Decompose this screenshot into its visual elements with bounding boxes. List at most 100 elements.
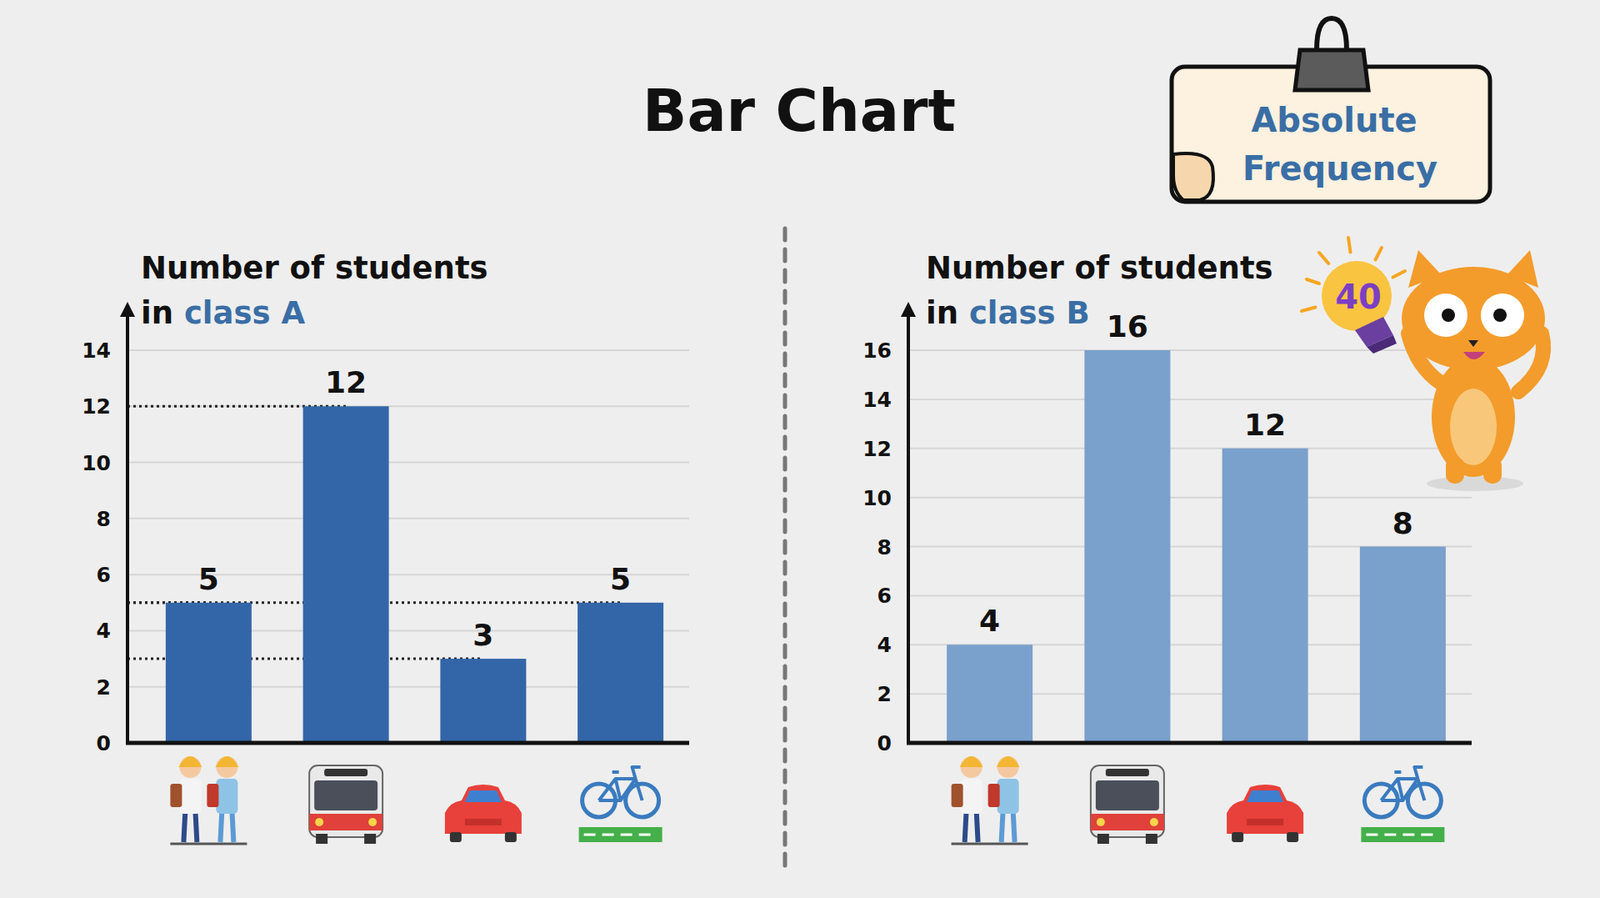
- wheel: [1231, 831, 1244, 842]
- data-label: 12: [1244, 407, 1286, 442]
- hair: [178, 755, 202, 767]
- category-icon: [309, 765, 383, 844]
- y-tick-label: 16: [862, 338, 892, 363]
- grid-line: [908, 398, 1472, 400]
- category-icon: [1090, 765, 1165, 844]
- body: [179, 778, 201, 814]
- cat-head: [1401, 266, 1545, 370]
- road-line: [584, 833, 658, 836]
- chart: Number of students in class A02468101214…: [81, 250, 690, 844]
- bar: [440, 658, 526, 743]
- wheel: [1145, 833, 1158, 844]
- body: [215, 778, 238, 814]
- wheel: [1286, 831, 1299, 842]
- category-icon: [579, 766, 663, 842]
- clip-body: [1295, 50, 1369, 90]
- bus-body: [1090, 765, 1165, 837]
- wheel: [364, 833, 376, 844]
- grid-line: [908, 496, 1472, 499]
- title-line: in: [925, 295, 970, 331]
- note-word: Absolute: [1250, 100, 1429, 140]
- y-tick-label: 4: [877, 632, 892, 657]
- leg: [1001, 810, 1004, 842]
- bulb-ray: [1348, 237, 1351, 253]
- frame: [1380, 766, 1425, 800]
- bag: [988, 783, 1000, 807]
- grille: [465, 818, 502, 825]
- bar: [165, 602, 252, 743]
- cat-eye: [1424, 293, 1468, 337]
- wheel: [450, 831, 462, 842]
- leg: [220, 810, 222, 842]
- bar: [577, 602, 664, 743]
- chart-title: Number of students in class A: [140, 250, 500, 331]
- y-axis: [906, 310, 910, 743]
- chart-title: Number of students in class B: [925, 250, 1285, 331]
- plot-marks: [946, 350, 1446, 743]
- x-axis: [125, 740, 690, 745]
- road: [579, 826, 663, 842]
- head: [997, 755, 1020, 778]
- hair: [960, 755, 984, 767]
- bulb-ray: [1375, 247, 1383, 260]
- data-label: 5: [610, 561, 631, 596]
- bar: [1084, 350, 1170, 743]
- cat-eye: [1480, 293, 1525, 337]
- light: [1150, 817, 1159, 826]
- y-tick-label: 2: [877, 681, 892, 706]
- grid-line: [127, 405, 690, 407]
- light: [315, 817, 324, 826]
- cat-leg: [1483, 456, 1502, 484]
- ground: [170, 842, 247, 845]
- y-tick-label: 0: [877, 730, 892, 755]
- bus-band: [1090, 813, 1165, 830]
- leg: [965, 810, 967, 842]
- bar: [1360, 546, 1446, 744]
- light: [368, 817, 377, 826]
- title-highlight: class B: [969, 295, 1090, 331]
- clip-handle: [1316, 18, 1347, 50]
- bar: [303, 405, 390, 743]
- bulb-ray: [1319, 252, 1329, 264]
- y-tick-label: 14: [81, 338, 111, 363]
- head: [179, 755, 201, 778]
- bus-window: [314, 780, 378, 810]
- grid-line: [908, 447, 1472, 450]
- grid-line: [127, 461, 690, 464]
- y-tick-label: 6: [877, 583, 892, 608]
- background: [0, 0, 1600, 898]
- data-label: 3: [472, 617, 494, 652]
- note-text: Absolute Frequency: [1242, 100, 1438, 188]
- data-label: 5: [198, 561, 220, 596]
- hair: [996, 755, 1020, 767]
- car-window: [1246, 790, 1284, 802]
- page-title: Bar Chart: [642, 76, 956, 145]
- y-tick-label: 6: [96, 562, 111, 587]
- y-tick-label: 14: [862, 387, 892, 412]
- data-label: 4: [979, 603, 1000, 638]
- wheel: [505, 831, 517, 842]
- title-line: Number of students: [925, 250, 1285, 286]
- category-icon: [445, 784, 522, 842]
- light: [1096, 817, 1105, 826]
- y-tick-label: 10: [862, 485, 892, 510]
- shadow: [1426, 475, 1524, 491]
- cat-pupil: [1493, 308, 1507, 322]
- leg: [195, 810, 197, 842]
- grid-line: [127, 517, 690, 520]
- cat-nose: [1468, 340, 1479, 347]
- grid-line: [127, 349, 690, 351]
- bag: [206, 783, 219, 807]
- bag: [170, 783, 182, 807]
- bar: [946, 644, 1033, 743]
- body: [997, 778, 1020, 814]
- bus-sign: [1105, 768, 1150, 776]
- y-axis: [125, 310, 130, 743]
- grid-line: [908, 349, 1472, 351]
- y-tick-label: 0: [96, 730, 111, 755]
- hair: [215, 755, 239, 767]
- frame: [599, 766, 643, 800]
- cat-pupil: [1441, 308, 1455, 322]
- wheel: [1097, 833, 1110, 844]
- title-line: Number of students: [140, 250, 500, 286]
